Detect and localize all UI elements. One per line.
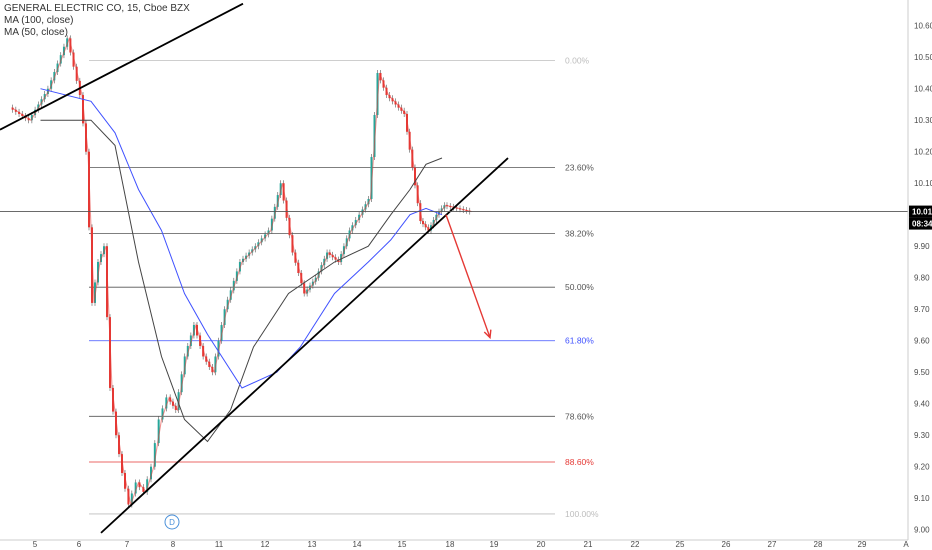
price-tick-label: 9.10 [914,494,930,503]
candle-body [66,38,69,47]
ma50-line [40,88,443,389]
indicator-ma100[interactable]: MA (100, close) [4,15,74,26]
candle-body [351,225,354,231]
time-tick-label: 26 [722,540,731,549]
fib-level-label: 23.60% [565,162,594,172]
candlesticks [11,35,471,508]
candle-body [142,487,145,492]
time-tick-label: 13 [308,540,317,549]
fibonacci-retracement[interactable]: 0.00% 23.60% 38.20% 50.00% 61.80% 78.60% 88.60… [89,55,599,519]
candle-body [72,52,75,67]
price-tick-label: 9.80 [914,274,930,283]
price-path [11,36,473,507]
upper-trendline[interactable] [0,2,244,131]
support-trendline[interactable] [100,157,509,534]
candle-body [59,55,62,64]
fib-level-label: 61.80% [565,336,594,346]
price-tick-label: 9.40 [914,400,930,409]
forecast-arrow[interactable] [445,214,492,340]
fib-level-label: 38.20% [565,229,594,239]
time-tick-label: 15 [398,540,407,549]
fib-level-label: 50.00% [565,282,594,292]
fib-level-label: 0.00% [565,55,590,65]
last-price-badge [909,205,932,218]
time-tick-label: A [903,540,909,549]
time-tick-label: 12 [261,540,270,549]
indicator-ma50[interactable]: MA (50, close) [4,27,68,38]
time-tick-label: 20 [537,540,546,549]
price-tick-label: 10.50 [914,53,932,62]
time-tick-label: 27 [768,540,777,549]
candle-body [153,443,156,467]
price-tick-label: 9.20 [914,463,930,472]
time-tick-label: 29 [858,540,867,549]
price-tick-label: 10.10 [914,179,932,188]
fib-level-label: 88.60% [565,457,594,467]
event-badge[interactable]: D [164,514,180,530]
candle-body [138,482,141,488]
dividend-badge-circle[interactable] [164,514,180,530]
time-tick-label: 21 [584,540,593,549]
candle-body [161,408,164,420]
candle-body [69,38,72,53]
time-tick-label: 19 [490,540,499,549]
axes [0,0,909,541]
time-axis[interactable]: 5 6 7 8 11 12 13 14 15 18 19 20 21 22 25 26 27 28 29 A [33,540,910,549]
countdown-badge [909,217,932,230]
candle-body [354,219,357,226]
candle-body [127,488,130,505]
candle-body [75,66,78,81]
price-axis[interactable]: 10.6010.5010.4010.3010.2010.1010.009.909… [909,22,932,535]
time-tick-label: 8 [171,540,176,549]
time-tick-label: 14 [353,540,362,549]
time-tick-label: 25 [676,540,685,549]
trendlines[interactable] [0,2,509,534]
chart-legend: GENERAL ELECTRIC CO, 15, Cboe BZX MA (10… [4,3,190,39]
price-tick-label: 9.00 [914,526,930,535]
forecast-arrow-shaft[interactable] [445,214,491,338]
candle-body [146,479,149,492]
fib-level-label: 78.60% [565,411,594,421]
time-tick-label: 11 [215,540,224,549]
candle-body [124,473,126,489]
price-tick-label: 10.40 [914,85,932,94]
forecast-arrow-head[interactable] [483,329,492,340]
price-tick-label: 9.90 [914,242,930,251]
candle-body [150,466,152,480]
dividend-badge-label: D [169,518,175,527]
price-tick-label: 9.60 [914,337,930,346]
price-tick-label: 10.60 [914,22,932,31]
time-tick-label: 6 [77,540,82,549]
ma100-line [40,119,443,443]
candle-body [62,46,65,56]
countdown-label: 08:34 [912,220,932,229]
price-tick-label: 9.50 [914,368,930,377]
time-tick-label: 22 [631,540,640,549]
price-tick-label: 10.20 [914,148,932,157]
time-tick-label: 18 [446,540,455,549]
candle-body [130,493,133,505]
time-tick-label: 28 [814,540,823,549]
candle-body [358,214,361,220]
price-tick-label: 10.30 [914,116,932,125]
candle-body [134,482,137,494]
time-tick-label: 5 [33,540,38,549]
candle-body [157,419,160,444]
price-tick-label: 9.70 [914,305,930,314]
time-tick-label: 7 [125,540,130,549]
candle-body [165,397,168,409]
last-price-label: 10.01 [912,208,932,217]
fib-level-label: 100.00% [565,509,599,519]
symbol-title[interactable]: GENERAL ELECTRIC CO, 15, Cboe BZX [4,3,190,14]
price-tick-label: 9.30 [914,431,930,440]
